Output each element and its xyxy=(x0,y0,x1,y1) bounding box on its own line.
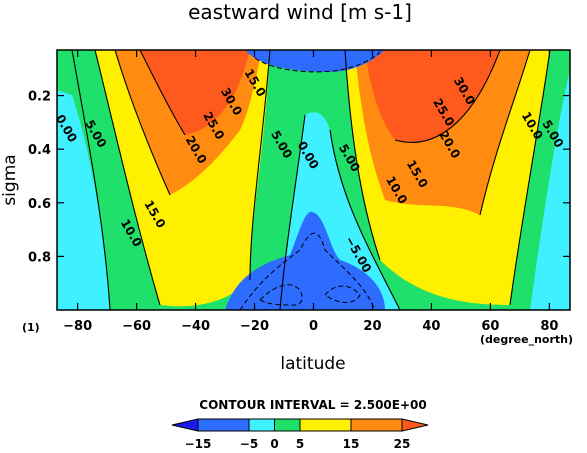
x-axis-label: latitude xyxy=(280,354,345,374)
colorbar-tick-label: 25 xyxy=(394,437,411,451)
x-unit-label: (degree_north) xyxy=(480,333,573,346)
x-tick-label: −80 xyxy=(63,319,92,334)
colorbar-segment xyxy=(350,418,403,432)
y-axis-label: sigma xyxy=(0,154,20,205)
colorbar-tick-label: 0 xyxy=(270,437,278,451)
colorbar-segment xyxy=(248,418,275,432)
x-tick-label: 0 xyxy=(309,319,318,334)
y-tick-label: 0.8 xyxy=(28,250,51,265)
x-tick-label: −40 xyxy=(181,319,210,334)
colorbar-over-triangle xyxy=(401,418,429,432)
cyan-region-north xyxy=(530,70,570,310)
y-tick-label: 0.4 xyxy=(28,143,51,158)
chart-title: eastward wind [m s-1] xyxy=(188,0,412,24)
colorbar-segment xyxy=(299,418,352,432)
y-tick-label: 0.2 xyxy=(28,90,51,105)
jet-north-core xyxy=(365,50,500,143)
x-tick-label: 40 xyxy=(422,319,440,334)
jet-south-core xyxy=(140,50,250,135)
colorbar-tick-label: 15 xyxy=(343,437,360,451)
x-ticks: −80 −60 −40 −20 0 20 40 60 80 xyxy=(63,50,558,334)
y-ticks: 0.2 0.4 0.6 0.8 xyxy=(28,90,570,265)
colorbar-tick-label: −5 xyxy=(240,437,258,451)
top-blue-cell xyxy=(245,50,385,72)
equatorial-blue xyxy=(225,211,385,310)
colorbar-segment xyxy=(274,418,301,432)
contour-interval-text: CONTOUR INTERVAL = 2.500E+00 xyxy=(199,398,426,412)
colorbar-segment xyxy=(197,418,250,432)
x-tick-label: 80 xyxy=(540,319,558,334)
colorbar-tick-label: 5 xyxy=(296,437,304,451)
colorbar-tick-label: −15 xyxy=(185,437,212,451)
x-tick-label: −20 xyxy=(240,319,269,334)
cyan-region-south xyxy=(57,90,110,310)
x-tick-label: 60 xyxy=(481,319,499,334)
colorbar: −15 −5 0 5 15 25 xyxy=(171,418,429,451)
x-tick-label: −60 xyxy=(122,319,151,334)
x-tick-label: 20 xyxy=(363,319,381,334)
frame-label: (1) xyxy=(22,321,40,334)
colorbar-under-triangle xyxy=(171,418,199,432)
y-tick-label: 0.6 xyxy=(28,197,51,212)
